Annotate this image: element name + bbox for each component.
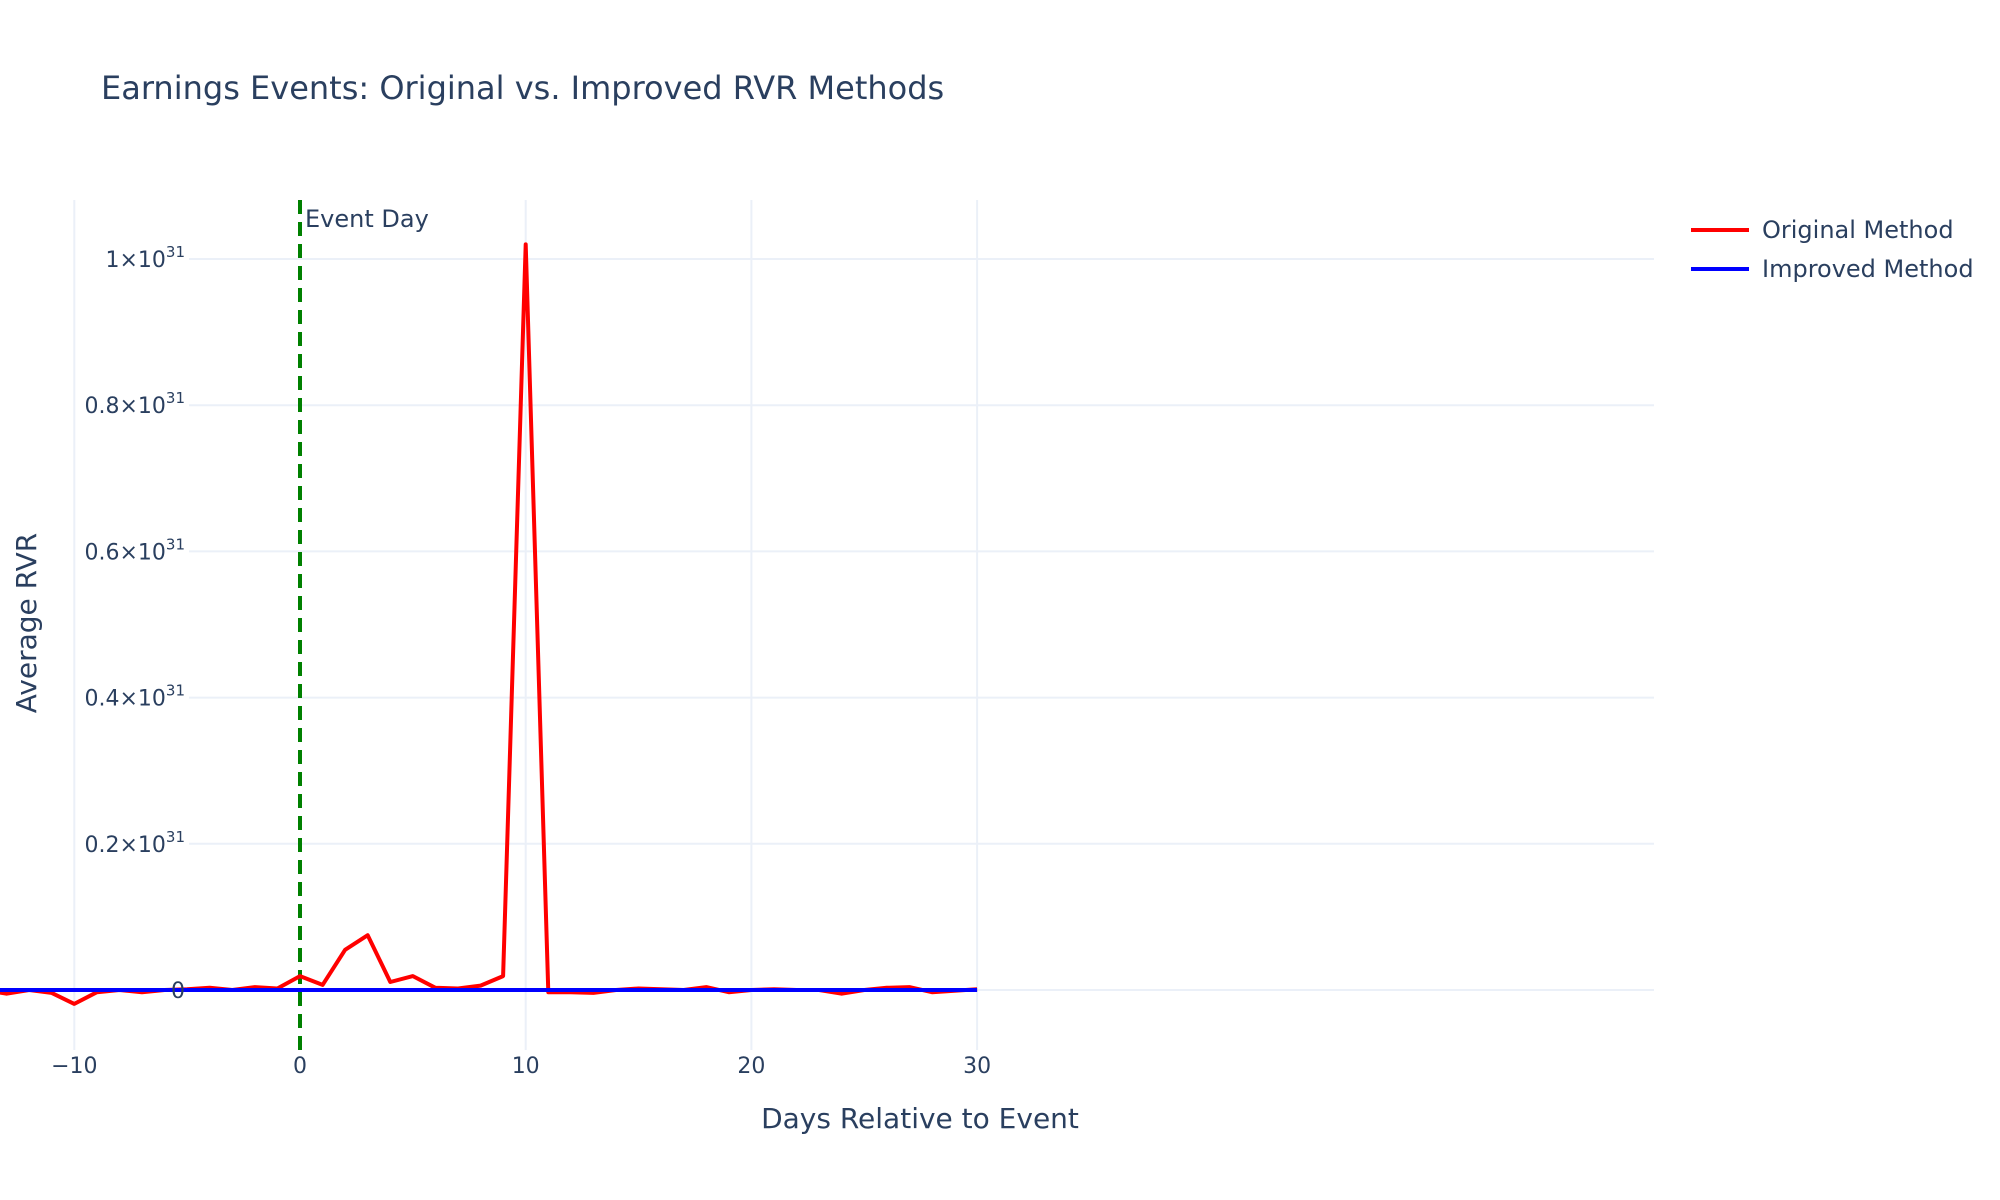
x-tick-label: 0 (293, 1054, 307, 1079)
y-tick-label: 0.6×1031 (84, 535, 185, 565)
chart-title: Earnings Events: Original vs. Improved R… (101, 69, 944, 107)
x-tick-label: 30 (963, 1054, 991, 1079)
y-tick-label: 0 (171, 979, 185, 1004)
x-axis-title: Days Relative to Event (761, 1102, 1079, 1135)
y-axis-ticks: 0 0.2×1031 0.4×1031 0.6×1031 0.8×1031 1×1031 (84, 243, 185, 1004)
legend-item-label[interactable]: Improved Method (1762, 255, 1974, 283)
x-tick-label: 10 (512, 1054, 540, 1079)
legend[interactable]: Original Method Improved Method (1691, 216, 1974, 283)
event-day-annotation: Event Day (305, 205, 429, 233)
series-group (0, 242, 978, 1006)
y-axis-title: Average RVR (10, 533, 43, 713)
y-tick-label: 0.8×1031 (84, 389, 185, 419)
event-line-group: Event Day (298, 200, 429, 1050)
x-tick-label: −10 (51, 1054, 97, 1079)
y-tick-label: 1×1031 (105, 243, 185, 273)
grid (73, 200, 1654, 1050)
legend-item-label[interactable]: Original Method (1762, 216, 1954, 244)
y-tick-label: 0.4×1031 (84, 682, 185, 712)
y-tick-label: 0.2×1031 (84, 828, 185, 858)
series-line-original-method (0, 242, 978, 1006)
x-tick-label: 20 (737, 1054, 765, 1079)
